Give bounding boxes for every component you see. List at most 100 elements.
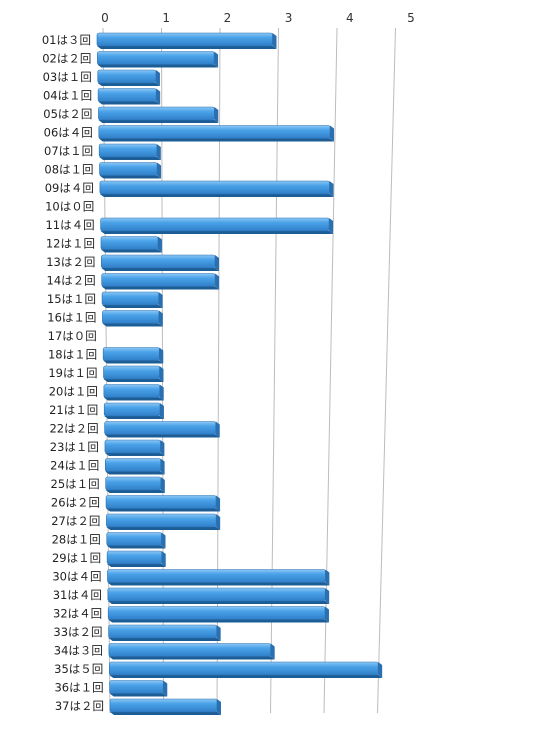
bar-cap: [217, 699, 221, 715]
bar-depth: [104, 453, 165, 456]
bar-face: [107, 569, 326, 583]
category-label: 25は１回: [51, 477, 100, 491]
category-label: 26は２回: [51, 496, 100, 510]
category-label: 12は１回: [46, 237, 95, 251]
bar: [106, 532, 166, 549]
category-label: 24は１回: [50, 459, 99, 473]
x-tick-label: 3: [285, 11, 293, 25]
bar-face: [101, 254, 216, 269]
bar: [104, 439, 165, 456]
bar-cap: [215, 421, 220, 438]
bar-cap: [329, 218, 334, 234]
category-label: 34は３回: [54, 644, 103, 658]
bar-face: [103, 402, 161, 417]
category-label: 11は４回: [45, 218, 94, 232]
bar-depth: [99, 175, 162, 179]
category-labels: 01は３回 02は２回 03は１回 04は１回 05は２回 06は４回 07は１回 08は１回…: [42, 33, 104, 713]
category-label: 02は２回: [42, 52, 91, 66]
bar-face: [98, 143, 158, 158]
category-label: 10は０回: [45, 200, 94, 214]
category-label: 08は１回: [44, 163, 93, 177]
category-label: 30は４回: [52, 570, 101, 584]
category-label: 16は１回: [47, 311, 96, 325]
bar-face: [99, 162, 158, 176]
category-label: 27は２回: [51, 514, 100, 528]
category-label: 35は５回: [54, 662, 103, 676]
bar-face: [106, 550, 163, 565]
bar: [100, 217, 334, 234]
bar-face: [101, 291, 159, 306]
bar-face: [107, 587, 326, 602]
category-label: 37は２回: [55, 699, 104, 713]
bar: [97, 51, 219, 68]
category-label: 04は１回: [43, 89, 92, 103]
bar-depth: [105, 490, 165, 493]
bar-face: [102, 347, 160, 361]
bar-depth: [110, 712, 221, 715]
bar-cap: [330, 125, 335, 142]
bar: [102, 310, 163, 327]
bar-cap: [158, 292, 163, 308]
bar-depth: [99, 157, 161, 160]
bar-depth: [106, 545, 166, 549]
bar-cap: [159, 347, 164, 364]
bar: [101, 254, 219, 271]
bar-cap: [160, 458, 165, 475]
bar-face: [109, 680, 164, 694]
category-label: 19は１回: [48, 366, 97, 380]
bar: [107, 569, 330, 586]
bar-depth: [109, 675, 383, 678]
category-label: 21は１回: [49, 403, 98, 417]
bar: [109, 680, 168, 697]
bar-cap: [161, 532, 166, 549]
bar-cap: [160, 477, 165, 493]
bar-cap: [214, 107, 219, 123]
category-label: 03は１回: [43, 70, 92, 84]
bar: [102, 347, 164, 364]
bar-face: [102, 310, 160, 324]
bar-cap: [155, 70, 160, 86]
category-label: 14は２回: [47, 274, 96, 288]
bar: [104, 421, 220, 438]
bar-face: [99, 180, 330, 195]
bar-face: [106, 513, 217, 528]
bar-cap: [157, 236, 162, 253]
bar-cap: [160, 440, 165, 456]
bar-face: [109, 698, 218, 713]
bar-cap: [158, 310, 163, 327]
bar: [98, 125, 335, 142]
bar: [103, 402, 164, 419]
category-label: 23は１回: [50, 440, 99, 454]
bar-depth: [105, 471, 165, 475]
bar-cap: [215, 273, 220, 290]
bar-face: [98, 106, 215, 121]
bar-cap: [324, 606, 329, 623]
bar: [99, 180, 334, 197]
bar-cap: [156, 88, 161, 105]
bar-face: [103, 365, 160, 380]
category-label: 22は２回: [49, 422, 98, 436]
bar-face: [105, 495, 217, 509]
bar-depth: [103, 397, 164, 401]
category-label: 36は１回: [54, 681, 103, 695]
bar-depth: [101, 286, 220, 290]
bar-depth: [107, 564, 166, 567]
bar: [103, 384, 164, 401]
bar-depth: [97, 64, 219, 68]
category-label: 06は４回: [44, 126, 93, 140]
bar-face: [96, 32, 273, 47]
bar-depth: [98, 138, 335, 142]
bar-depth: [102, 305, 163, 308]
category-label: 15は１回: [47, 292, 96, 306]
bar: [101, 273, 220, 290]
bar: [96, 32, 277, 49]
bar-depth: [101, 268, 219, 271]
bar: [97, 69, 160, 86]
bar-cap: [216, 514, 221, 530]
category-label: 20は１回: [49, 385, 98, 399]
bar-cap: [325, 569, 330, 586]
category-label: 28は１回: [52, 533, 101, 547]
bar: [100, 236, 162, 253]
gridline-5: [377, 27, 396, 714]
bar-cap: [325, 588, 330, 604]
